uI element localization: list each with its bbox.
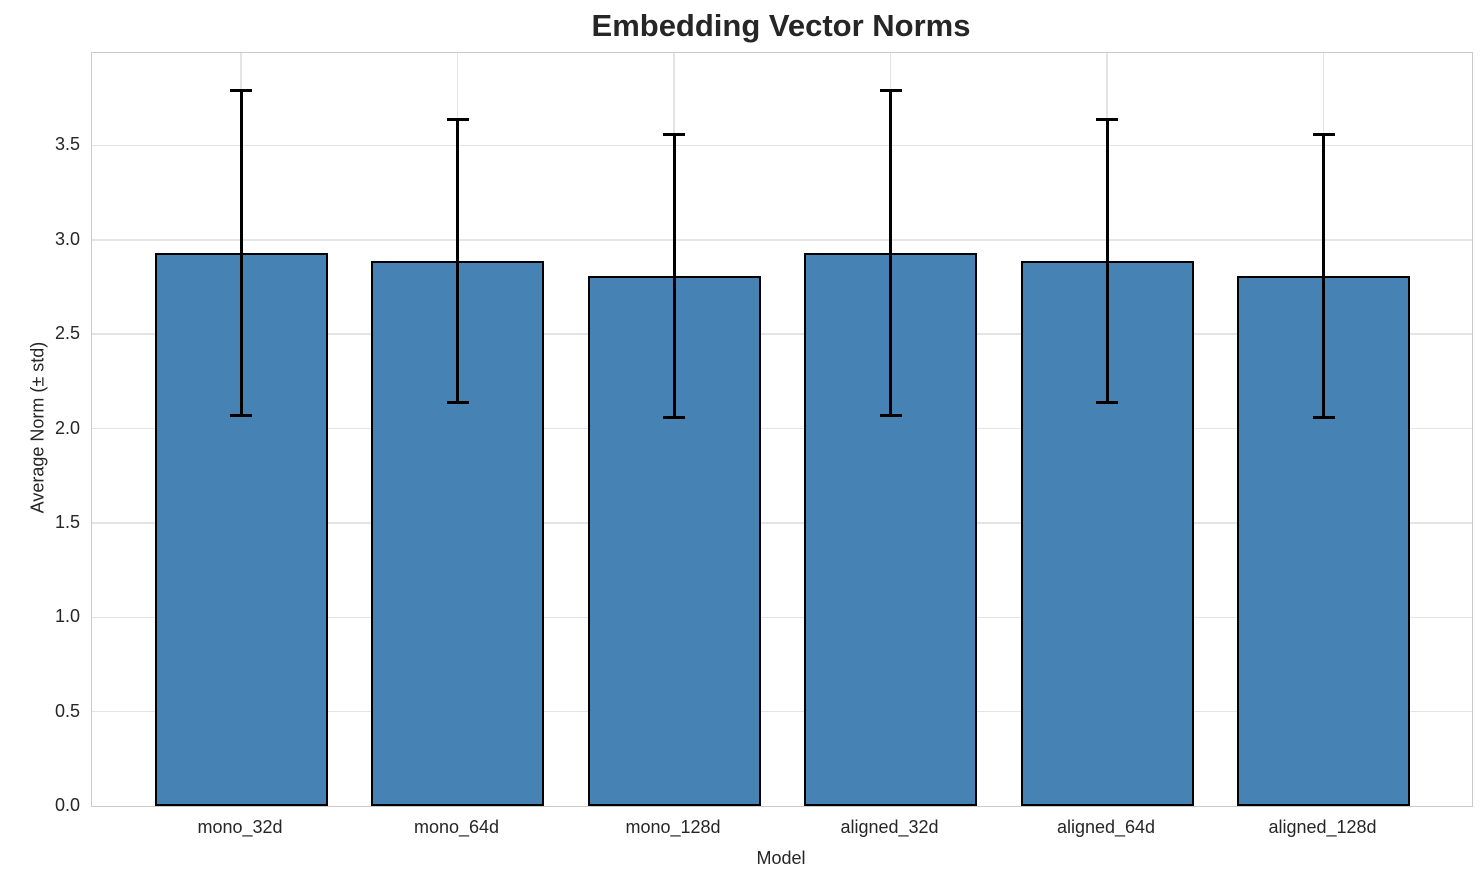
error-bar-cap <box>1312 132 1335 136</box>
error-bar-cap <box>1312 415 1335 419</box>
error-bar-aligned_64d <box>1105 119 1109 403</box>
error-bar-cap <box>879 413 902 417</box>
error-bar-mono_32d <box>239 90 243 416</box>
horizontal-gridline <box>92 427 1472 430</box>
error-bar-mono_64d <box>456 119 459 403</box>
error-bar-cap <box>230 89 252 93</box>
x-tick-label-aligned_32d: aligned_32d <box>840 817 939 837</box>
error-bar-mono_128d <box>672 134 676 418</box>
error-bar-aligned_128d <box>1322 134 1325 418</box>
x-axis-label: Model <box>756 848 806 868</box>
y-tick-label: 1.0 <box>54 606 80 627</box>
horizontal-gridline <box>92 710 1472 713</box>
y-tick-label: 0.5 <box>54 700 80 721</box>
error-bar-cap <box>230 413 252 417</box>
y-tick-label: 2.0 <box>54 417 80 438</box>
chart-title: Embedding Vector Norms <box>591 8 971 43</box>
horizontal-gridline <box>92 333 1472 335</box>
error-bar-cap <box>663 415 685 419</box>
y-tick-label: 2.5 <box>54 323 80 344</box>
x-tick-label-mono_64d: mono_64d <box>413 817 500 837</box>
x-tick-label-aligned_128d: aligned_128d <box>1268 817 1377 837</box>
bar-aligned_32d <box>804 253 977 806</box>
error-bar-cap <box>663 132 685 136</box>
y-tick-label: 0.0 <box>54 795 80 815</box>
y-tick-label: 3.5 <box>54 134 80 155</box>
plot-area <box>91 52 1473 807</box>
x-tick-label-mono_128d: mono_128d <box>625 817 721 837</box>
horizontal-gridline <box>92 144 1472 147</box>
horizontal-gridline <box>92 239 1472 241</box>
x-tick-label-mono_32d: mono_32d <box>197 817 283 837</box>
horizontal-gridline <box>92 522 1472 524</box>
y-tick-label: 3.0 <box>54 228 80 249</box>
horizontal-gridline <box>92 616 1472 619</box>
error-bar-cap <box>446 117 469 121</box>
x-tick-label-aligned_64d: aligned_64d <box>1056 817 1156 837</box>
error-bar-aligned_32d <box>889 90 892 416</box>
error-bar-cap <box>1096 400 1118 404</box>
error-bar-cap <box>1096 117 1118 121</box>
y-tick-label: 1.5 <box>54 511 80 532</box>
error-bar-cap <box>446 400 469 404</box>
error-bar-cap <box>879 89 902 93</box>
